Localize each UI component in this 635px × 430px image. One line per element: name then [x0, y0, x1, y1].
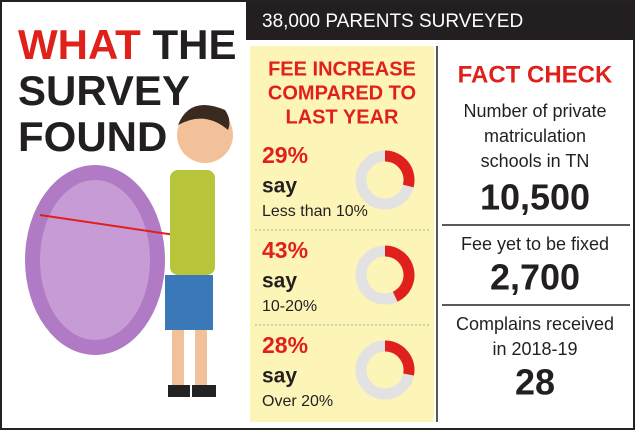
- fee-say: say: [262, 365, 297, 388]
- fee-percent: 29%: [262, 142, 308, 168]
- fee-say: say: [262, 175, 297, 198]
- fact-label: schools in TN: [481, 151, 590, 171]
- fact-value: 28: [515, 362, 555, 403]
- fact-section: FACT CHECK Number of private matriculation…: [442, 61, 630, 403]
- donut-arc: [384, 340, 415, 376]
- fee-say: say: [262, 270, 297, 293]
- banner: 38,000 PARENTS SURVEYED: [262, 11, 523, 32]
- fee-label: Less than 10%: [262, 203, 368, 220]
- fact-label: in 2018-19: [492, 339, 577, 359]
- fact-value: 2,700: [490, 257, 580, 298]
- fee-percent: 28%: [262, 332, 308, 358]
- fee-label: Over 20%: [262, 393, 333, 410]
- title-black: THE: [153, 21, 237, 68]
- title-line2: SURVEY: [18, 67, 190, 114]
- boy-shirt: [170, 170, 215, 275]
- fee-heading: COMPARED TO: [268, 82, 416, 104]
- fact-value: 10,500: [480, 177, 590, 218]
- fee-percent: 43%: [262, 237, 308, 263]
- boy-hair: [178, 105, 230, 130]
- banner-bg: [246, 2, 633, 40]
- fact-label: Number of private: [463, 101, 606, 121]
- fee-heading: FEE INCREASE: [268, 58, 416, 80]
- title-line1: WHAT THE: [18, 21, 237, 68]
- boy-shorts: [165, 275, 213, 330]
- fact-label: matriculation: [484, 126, 586, 146]
- fact-label: Complains received: [456, 314, 614, 334]
- title-line3: FOUND: [18, 113, 167, 160]
- title-red: WHAT: [18, 21, 141, 68]
- boy-shoe: [168, 385, 190, 397]
- illustration: [25, 105, 233, 397]
- fee-label: 10-20%: [262, 298, 317, 315]
- donut-arc: [384, 150, 415, 188]
- boy-leg: [195, 330, 207, 385]
- rubber-band: [39, 214, 176, 236]
- money-roll-inner: [40, 180, 150, 340]
- fact-label: Fee yet to be fixed: [461, 234, 609, 254]
- fact-heading: FACT CHECK: [458, 61, 613, 88]
- donut-arc: [384, 245, 415, 302]
- fee-heading: LAST YEAR: [286, 106, 400, 128]
- boy-leg: [172, 330, 184, 385]
- boy-shoe: [192, 385, 216, 397]
